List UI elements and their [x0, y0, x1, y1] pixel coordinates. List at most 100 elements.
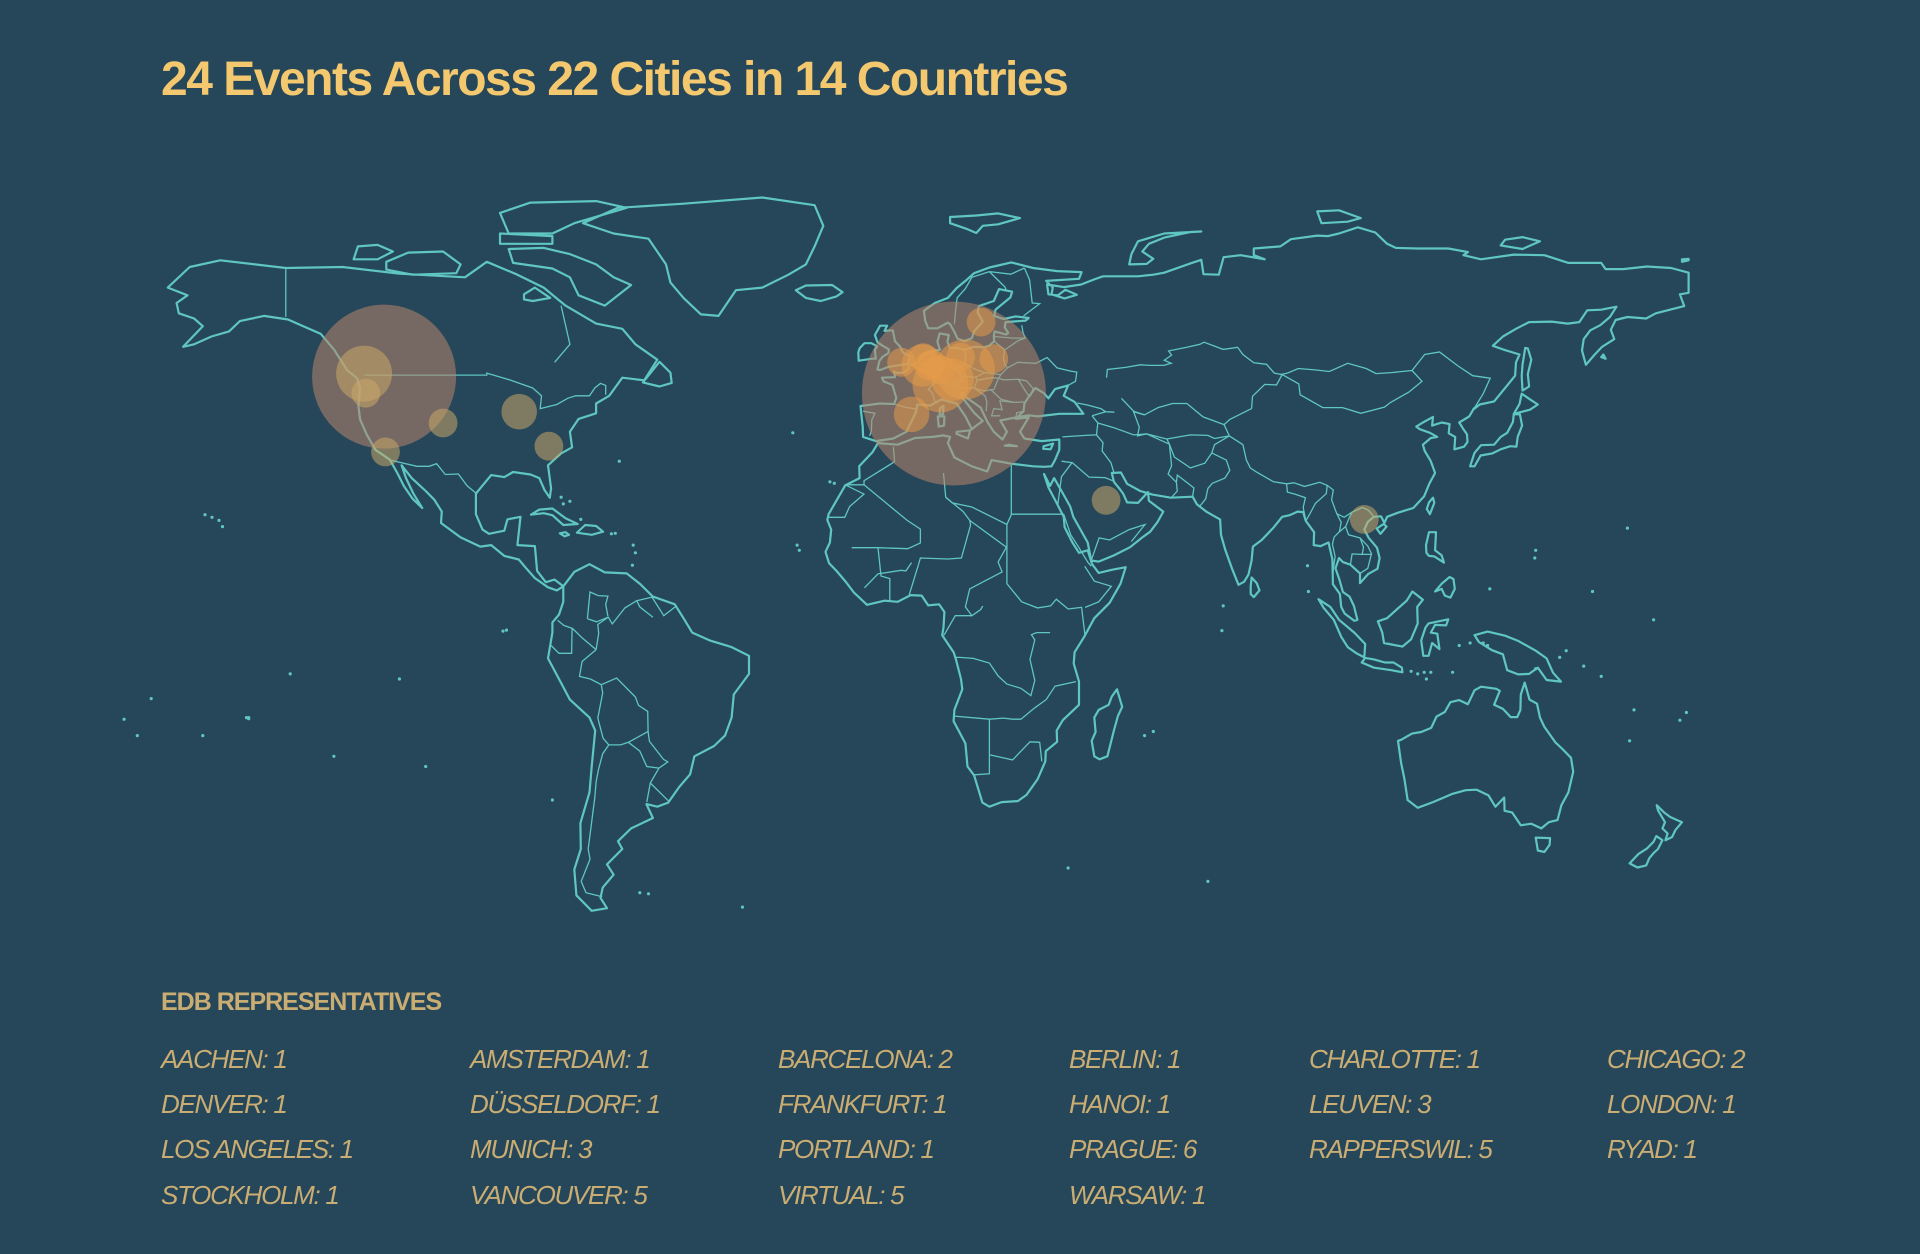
- island-dot: [1652, 618, 1656, 622]
- island-dot: [631, 543, 635, 547]
- country-border: [601, 677, 649, 746]
- warsaw-bubble: [979, 344, 1009, 374]
- nz-south-island: [1628, 834, 1664, 869]
- legend-item-amsterdam: AMSTERDAM: 1: [470, 1044, 651, 1074]
- country-border: [550, 628, 573, 654]
- island-dot: [1066, 866, 1070, 870]
- island-dot: [1678, 718, 1682, 722]
- legend-item-los-angeles: LOS ANGELES: 1: [161, 1134, 354, 1164]
- country-border: [1132, 410, 1170, 445]
- newfoundland: [641, 360, 673, 388]
- island-dot: [1534, 548, 1538, 552]
- legend-item-barcelona: BARCELONA: 2: [778, 1044, 953, 1074]
- denver-bubble: [428, 408, 458, 438]
- country-border: [988, 271, 1008, 291]
- country-border: [1279, 351, 1492, 410]
- legend-heading: EDB REPRESENTATIVES: [161, 988, 442, 1016]
- island-dot: [424, 764, 428, 769]
- taiwan: [1425, 496, 1436, 516]
- island-dot: [1220, 629, 1224, 633]
- island-dot: [122, 717, 126, 721]
- island-dot: [832, 481, 836, 485]
- island-dot: [1684, 710, 1688, 715]
- country-border: [1359, 537, 1373, 555]
- island-dot: [791, 431, 795, 435]
- island-dot: [1457, 643, 1461, 648]
- legend-item-virtual: VIRTUAL: 5: [778, 1180, 905, 1210]
- luzon: [1424, 531, 1446, 564]
- island-dot: [617, 459, 621, 463]
- island-dot: [397, 677, 401, 681]
- island-dot: [1564, 649, 1568, 653]
- island-dot: [201, 734, 205, 738]
- new-siberian-islands: [1499, 236, 1542, 251]
- java: [1360, 656, 1404, 674]
- island-dot: [613, 531, 617, 535]
- australia: [1396, 681, 1575, 830]
- legend-item-leuven: LEUVEN: 3: [1309, 1089, 1432, 1119]
- sumatra: [1317, 598, 1367, 659]
- baffin-island: [507, 246, 633, 307]
- country-border: [586, 591, 609, 619]
- stockholm-bubble: [966, 307, 996, 337]
- island-dot: [1206, 879, 1210, 884]
- island-dot: [1429, 670, 1433, 674]
- island-dot: [1424, 677, 1428, 681]
- island-dot: [1632, 708, 1636, 712]
- island-dot: [630, 563, 635, 567]
- land-layer: [122, 196, 1690, 912]
- island-dot: [1306, 589, 1310, 594]
- island-dot: [568, 499, 572, 503]
- country-border: [877, 547, 891, 602]
- map-title: 24 Events Across 22 Cities in 14 Countri…: [161, 53, 1069, 106]
- island-dot: [633, 551, 638, 555]
- country-border: [1056, 461, 1073, 507]
- island-dot: [1486, 643, 1490, 648]
- island-dot: [1409, 669, 1413, 673]
- legend-item-charlotte: CHARLOTTE: 1: [1309, 1044, 1481, 1074]
- legend-item-d-sseldorf: DÜSSELDORF: 1: [470, 1089, 661, 1119]
- island-dot: [220, 525, 225, 529]
- country-border: [943, 615, 972, 636]
- island-dot: [638, 891, 642, 895]
- island-dot: [795, 543, 799, 547]
- legend-item-portland: PORTLAND: 1: [778, 1134, 935, 1164]
- island-dot: [609, 532, 614, 536]
- island-dot: [203, 513, 207, 517]
- devon-island: [498, 232, 554, 245]
- country-border: [1006, 524, 1086, 637]
- country-border: [1090, 523, 1147, 561]
- country-border: [554, 305, 571, 363]
- hainan: [1375, 522, 1388, 535]
- island-dot: [1558, 655, 1562, 660]
- country-border: [1175, 473, 1195, 497]
- portland-bubble: [351, 378, 381, 408]
- country-border: [1228, 435, 1328, 522]
- legend-item-berlin: BERLIN: 1: [1069, 1044, 1181, 1074]
- island-dot: [1488, 587, 1492, 591]
- charlotte-bubble: [534, 431, 564, 461]
- hispaniola: [575, 523, 605, 536]
- island-dot: [247, 716, 251, 720]
- tasmania: [1534, 836, 1552, 854]
- borneo: [1376, 590, 1425, 648]
- country-border: [908, 496, 972, 596]
- mindanao: [1433, 575, 1456, 599]
- legend-item-ryad: RYAD: 1: [1607, 1134, 1698, 1164]
- island-dot: [1628, 739, 1632, 743]
- country-border: [1250, 374, 1283, 409]
- island-dot: [1582, 664, 1586, 668]
- svalbard: [948, 212, 1022, 235]
- wrangel-island: [1680, 257, 1690, 263]
- island-dot: [1534, 667, 1538, 671]
- iceland: [794, 283, 844, 303]
- nz-north-island: [1655, 804, 1684, 842]
- ellesmere-island: [498, 200, 628, 235]
- novaya-zemlya: [1128, 230, 1203, 266]
- legend-item-rapperswil: RAPPERSWIL: 5: [1309, 1134, 1493, 1164]
- island-dot: [1533, 556, 1537, 560]
- chicago-bubble: [501, 393, 537, 430]
- country-border: [954, 680, 1077, 720]
- southampton-island: [522, 286, 552, 303]
- country-border: [1281, 370, 1423, 414]
